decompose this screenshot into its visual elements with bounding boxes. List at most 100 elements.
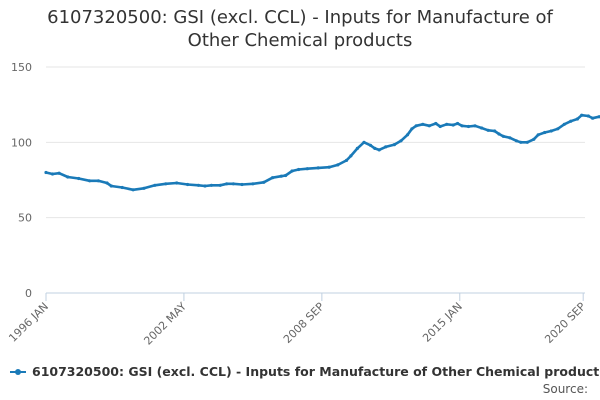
data-point xyxy=(109,184,113,188)
data-point xyxy=(120,185,124,190)
data-point xyxy=(519,140,523,144)
data-point xyxy=(203,184,207,188)
legend[interactable]: 6107320500: GSI (excl. CCL) - Inputs for… xyxy=(10,364,600,379)
data-point xyxy=(493,129,497,133)
data-point xyxy=(362,140,366,144)
data-point xyxy=(486,128,490,132)
data-point xyxy=(445,122,449,126)
data-point xyxy=(562,122,566,126)
data-point xyxy=(164,182,168,186)
data-point xyxy=(96,179,100,183)
data-point xyxy=(373,146,377,150)
chart-title-line-2: Other Chemical products xyxy=(187,30,413,51)
y-tick-label-50: 50 xyxy=(18,212,32,225)
data-point xyxy=(377,148,381,152)
series-layer xyxy=(44,113,600,192)
axes xyxy=(45,292,585,301)
x-tick-label: 2002 MAY xyxy=(141,300,189,348)
data-point xyxy=(580,113,584,117)
data-point xyxy=(399,139,403,143)
data-point xyxy=(543,130,547,135)
data-point xyxy=(597,115,600,119)
data-point xyxy=(196,183,200,187)
data-point xyxy=(153,183,157,187)
data-point xyxy=(225,182,229,186)
data-point xyxy=(142,186,146,190)
data-point xyxy=(66,175,70,179)
data-point xyxy=(414,124,418,128)
data-point xyxy=(305,167,309,171)
data-point xyxy=(514,139,519,143)
data-point xyxy=(525,140,529,144)
legend-line-marker-icon xyxy=(10,368,26,375)
y-tick-label-100: 100 xyxy=(11,136,32,149)
data-point xyxy=(88,179,92,183)
data-point xyxy=(279,174,283,178)
data-point xyxy=(392,143,396,147)
x-axis-tick-labels: 1996 JAN 2002 MAY 2008 SEP 2015 JAN 2020 SEP xyxy=(6,300,588,348)
data-point xyxy=(532,137,536,141)
data-point xyxy=(251,182,255,186)
data-point xyxy=(77,176,81,181)
data-point xyxy=(344,158,349,162)
data-point xyxy=(290,169,294,173)
data-point xyxy=(240,182,244,187)
data-point xyxy=(421,122,425,126)
data-point xyxy=(316,166,320,170)
data-point xyxy=(480,126,484,130)
data-point xyxy=(405,133,410,137)
data-point xyxy=(218,183,222,187)
data-point xyxy=(451,123,455,127)
data-point xyxy=(231,182,235,186)
legend-label: 6107320500: GSI (excl. CCL) - Inputs for… xyxy=(32,364,600,379)
x-tick-label: 2015 JAN xyxy=(420,300,465,345)
data-point xyxy=(456,121,460,126)
data-point xyxy=(536,133,540,137)
data-point xyxy=(349,154,353,158)
data-point xyxy=(327,165,331,169)
data-point xyxy=(270,176,275,180)
data-point xyxy=(186,182,190,187)
data-point xyxy=(297,167,301,172)
data-point xyxy=(105,181,109,185)
grid-lines xyxy=(46,66,585,219)
chart-title-line-1: 6107320500: GSI (excl. CCL) - Inputs for… xyxy=(47,7,553,28)
source-label: Source: xyxy=(542,382,588,396)
data-point xyxy=(466,124,471,129)
data-point xyxy=(460,124,464,128)
data-point xyxy=(586,114,590,118)
y-tick-label-0: 0 xyxy=(25,287,32,300)
data-point xyxy=(410,127,414,131)
data-point xyxy=(591,116,595,120)
data-point xyxy=(497,132,501,136)
series-line xyxy=(44,113,600,192)
data-point xyxy=(336,163,340,167)
data-point xyxy=(434,121,438,126)
data-point xyxy=(569,119,573,123)
data-point xyxy=(427,124,431,128)
data-point xyxy=(284,173,288,178)
data-point xyxy=(50,172,55,176)
data-point xyxy=(501,134,505,138)
data-point xyxy=(57,171,61,175)
data-point xyxy=(262,180,266,184)
x-tick-label: 2020 SEP xyxy=(542,300,588,346)
y-axis-tick-labels: 0 50 100 150 xyxy=(11,61,32,300)
data-point xyxy=(473,124,477,128)
data-point xyxy=(131,188,135,192)
x-tick-label: 1996 JAN xyxy=(6,300,51,345)
data-point xyxy=(438,124,442,129)
data-point xyxy=(355,146,359,150)
chart-title: 6107320500: GSI (excl. CCL) - Inputs for… xyxy=(0,6,600,52)
data-point xyxy=(549,129,553,133)
data-point xyxy=(175,181,179,185)
data-point xyxy=(508,136,512,140)
data-point xyxy=(44,170,48,175)
y-tick-label-150: 150 xyxy=(11,61,32,74)
data-point xyxy=(384,145,388,149)
x-tick-label: 2008 SEP xyxy=(281,300,327,346)
data-point xyxy=(209,183,214,187)
data-point xyxy=(556,127,560,131)
data-point xyxy=(368,143,373,147)
